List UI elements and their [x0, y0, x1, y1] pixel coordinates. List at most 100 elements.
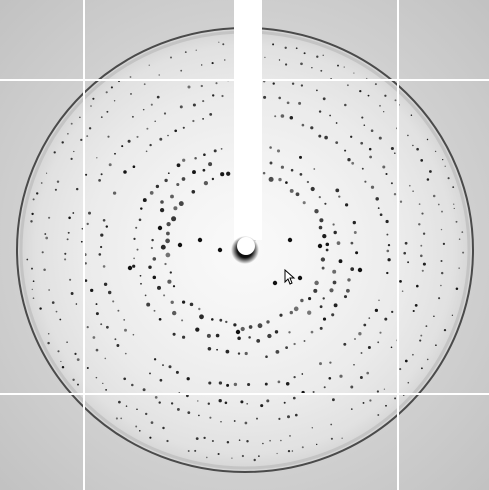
diffraction-spot	[314, 280, 319, 286]
diffraction-spot	[68, 216, 71, 220]
diffraction-spot	[313, 168, 316, 170]
diffraction-spot	[198, 414, 200, 417]
diffraction-spot	[211, 62, 214, 65]
diffraction-spot	[360, 352, 363, 354]
diffraction-spot	[383, 388, 386, 390]
diffraction-spot	[317, 243, 323, 249]
diffraction-spot	[43, 268, 46, 271]
diffraction-spot	[217, 452, 220, 456]
diffraction-spot	[240, 400, 244, 404]
diffraction-spot	[399, 200, 403, 203]
diffraction-spot	[383, 111, 385, 113]
diffraction-spot	[294, 413, 298, 417]
diffraction-spot	[310, 330, 314, 334]
diffraction-spot	[237, 352, 241, 355]
diffraction-spot	[325, 248, 329, 252]
diffraction-spot	[215, 333, 220, 338]
diffraction-spot	[105, 91, 108, 94]
diffraction-spot	[280, 165, 284, 169]
diffraction-spot	[182, 158, 186, 162]
diffraction-spot	[246, 440, 249, 443]
diffraction-spot	[328, 376, 332, 380]
diffraction-spot	[143, 83, 146, 86]
diffraction-spot	[426, 358, 429, 361]
diffraction-spot	[84, 279, 88, 282]
diffraction-spot	[195, 437, 199, 440]
diffraction-spot	[376, 390, 380, 393]
diffraction-spot	[146, 127, 149, 130]
diffraction-spot	[165, 238, 170, 244]
beamstop-arm	[234, 0, 262, 240]
diffraction-spot	[171, 216, 177, 222]
diffraction-spot	[295, 47, 298, 50]
diffraction-spot	[167, 134, 169, 137]
diffraction-spot	[194, 449, 197, 452]
diffraction-spot	[186, 377, 190, 381]
diffraction-spot	[387, 243, 391, 247]
diffraction-spot	[418, 203, 421, 205]
diffraction-spot	[274, 330, 279, 334]
diffraction-spot	[64, 258, 67, 261]
diffraction-spot	[425, 325, 428, 328]
diffraction-spot	[218, 381, 223, 385]
diffraction-spot	[412, 144, 414, 147]
diffraction-spot	[48, 216, 51, 219]
diffraction-spot	[55, 310, 58, 313]
diffraction-spot	[206, 456, 208, 459]
diffraction-spot	[303, 340, 306, 342]
diffraction-spot	[403, 251, 407, 255]
diffraction-spot	[107, 135, 110, 138]
diffraction-spot	[353, 363, 355, 366]
diffraction-spot	[367, 346, 371, 349]
diffraction-spot	[394, 397, 397, 400]
diffraction-spot	[157, 225, 163, 231]
diffraction-spot	[198, 307, 201, 311]
diffraction-spot	[231, 457, 233, 459]
diffraction-spot	[224, 401, 228, 405]
diffraction-spot	[330, 423, 333, 426]
diffraction-spot	[421, 212, 424, 215]
diffraction-spot	[421, 269, 424, 272]
diffraction-spot	[335, 141, 339, 144]
diffraction-spot	[209, 416, 212, 419]
diffraction-spot	[166, 439, 169, 443]
diffraction-spot	[241, 454, 245, 458]
diffraction-spot	[162, 426, 165, 430]
diffraction-spot	[289, 188, 294, 193]
diffraction-spot	[369, 155, 372, 159]
diffraction-spot	[253, 458, 256, 462]
diffraction-spot	[343, 342, 347, 346]
diffraction-spot	[367, 94, 370, 97]
diffraction-spot	[319, 362, 322, 366]
diffraction-spot	[246, 402, 249, 405]
diffraction-spot	[393, 192, 397, 196]
diffraction-spot	[332, 280, 337, 285]
diffraction-spot	[226, 171, 231, 176]
diffraction-spot	[75, 303, 78, 305]
diffraction-spot	[168, 365, 172, 369]
diffraction-spot	[300, 84, 304, 87]
diffraction-spot	[394, 99, 397, 102]
diffraction-spot	[378, 136, 382, 140]
diffraction-spot	[300, 62, 303, 66]
diffraction-spot	[98, 179, 101, 182]
diffraction-spot	[67, 231, 70, 234]
diffraction-spot	[433, 315, 435, 318]
diffraction-spot	[438, 297, 441, 300]
diffraction-spot	[385, 404, 387, 407]
diffraction-spot	[379, 104, 381, 107]
diffraction-spot	[292, 396, 296, 400]
diffraction-spot	[187, 450, 190, 452]
diffraction-spot	[237, 336, 241, 341]
diffraction-spot	[291, 450, 294, 452]
diffraction-spot	[220, 172, 225, 177]
diffraction-spot	[77, 383, 79, 386]
diffraction-spot	[285, 382, 290, 386]
diffraction-spot	[118, 400, 121, 404]
diffraction-spot	[401, 290, 404, 292]
diffraction-spot	[458, 267, 460, 269]
diffraction-spot	[420, 244, 423, 247]
diffraction-spot	[59, 318, 62, 321]
diffraction-spot	[322, 233, 327, 239]
diffraction-spot	[440, 260, 443, 262]
